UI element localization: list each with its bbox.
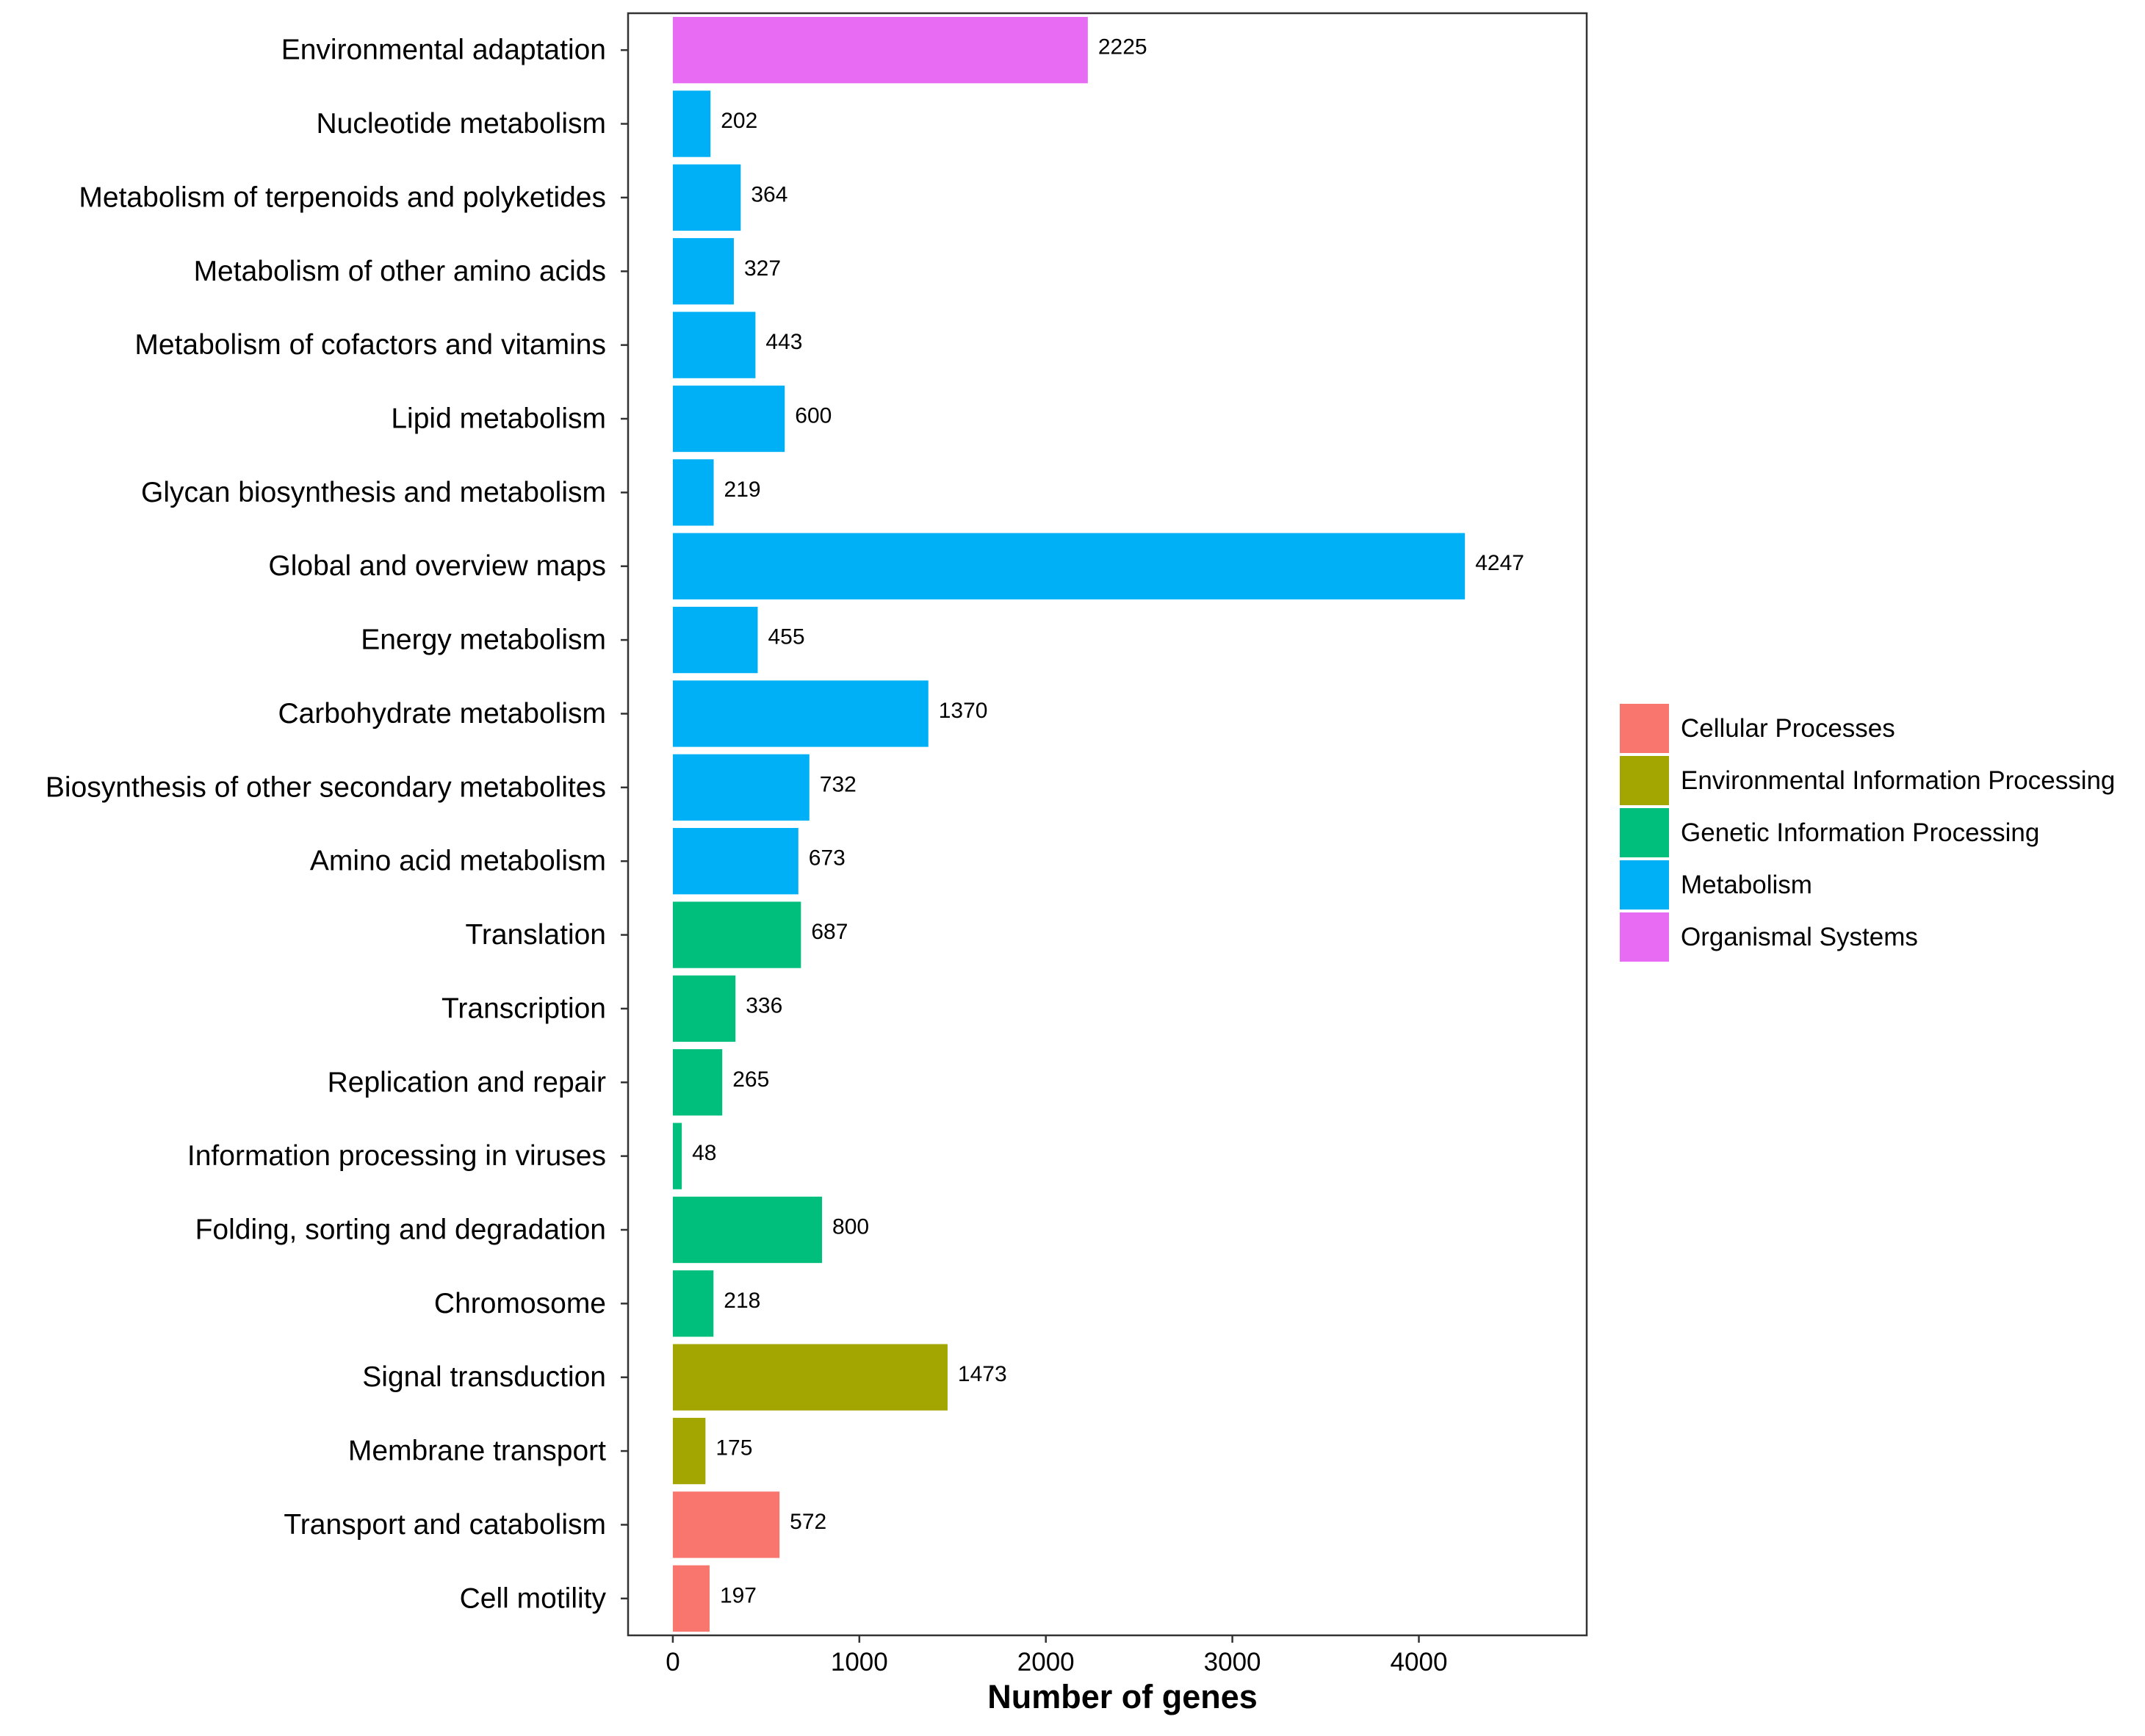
category-label-carbohydrate-metabolism: Carbohydrate metabolism	[278, 698, 606, 730]
bar-translation	[672, 901, 801, 968]
bar-metabolism-of-terpenoids-and-polyketides	[672, 164, 741, 231]
bar-signal-transduction	[672, 1344, 948, 1411]
category-label-glycan-biosynthesis-and-metabolism: Glycan biosynthesis and metabolism	[141, 477, 606, 508]
value-label-transcription: 336	[746, 993, 782, 1018]
bar-metabolism-of-other-amino-acids	[672, 238, 734, 305]
bar-amino-acid-metabolism	[672, 828, 798, 895]
plot-panel-border	[627, 12, 1588, 1637]
x-axis-title: Number of genes	[987, 1678, 1258, 1715]
value-label-amino-acid-metabolism: 673	[809, 846, 846, 871]
category-label-folding-sorting-and-degradation: Folding, sorting and degradation	[195, 1214, 606, 1246]
category-label-replication-and-repair: Replication and repair	[328, 1067, 606, 1098]
category-label-translation: Translation	[466, 919, 606, 951]
value-label-chromosome: 218	[724, 1289, 760, 1313]
value-label-replication-and-repair: 265	[732, 1067, 769, 1092]
x-axis: 0 1000 2000 3000 4000	[666, 1635, 1447, 1676]
legend-label-genetic-information-processing: Genetic Information Processing	[1681, 818, 2039, 847]
bar-carbohydrate-metabolism	[672, 680, 929, 747]
x-tick-label-4000: 4000	[1391, 1648, 1448, 1676]
value-label-information-processing-in-viruses: 48	[692, 1141, 716, 1165]
category-label-biosynthesis-of-other-secondary-metabolites: Biosynthesis of other secondary metaboli…	[46, 771, 606, 803]
value-label-metabolism-of-terpenoids-and-polyketides: 364	[751, 182, 787, 206]
legend-label-metabolism: Metabolism	[1681, 871, 1812, 899]
value-label-biosynthesis-of-other-secondary-metabolites: 732	[820, 772, 857, 796]
value-label-global-and-overview-maps: 4247	[1475, 551, 1524, 575]
legend: Cellular Processes Environmental Informat…	[1620, 704, 2115, 962]
value-label-signal-transduction: 1473	[958, 1362, 1007, 1386]
category-label-lipid-metabolism: Lipid metabolism	[391, 403, 606, 435]
bar-glycan-biosynthesis-and-metabolism	[672, 459, 714, 526]
bar-energy-metabolism	[672, 606, 758, 674]
category-label-cell-motility: Cell motility	[460, 1582, 607, 1614]
category-label-amino-acid-metabolism: Amino acid metabolism	[310, 846, 606, 877]
legend-key-organismal-systems	[1620, 912, 1669, 962]
value-label-glycan-biosynthesis-and-metabolism: 219	[724, 478, 761, 502]
category-label-chromosome: Chromosome	[434, 1288, 606, 1319]
category-label-metabolism-of-terpenoids-and-polyketides: Metabolism of terpenoids and polyketides	[79, 181, 606, 213]
legend-key-cellular-processes	[1620, 704, 1669, 753]
category-label-transcription: Transcription	[441, 993, 606, 1024]
x-tick-label-1000: 1000	[831, 1648, 888, 1676]
bar-global-and-overview-maps	[672, 533, 1466, 599]
x-tick-label-0: 0	[666, 1648, 679, 1676]
value-label-cell-motility: 197	[720, 1583, 757, 1607]
category-labels: Environmental adaptation Nucleotide metab…	[46, 35, 628, 1614]
category-label-metabolism-of-other-amino-acids: Metabolism of other amino acids	[194, 256, 606, 287]
legend-label-cellular-processes: Cellular Processes	[1681, 714, 1895, 743]
bars	[672, 17, 1466, 1632]
bar-metabolism-of-cofactors-and-vitamins	[672, 311, 756, 378]
value-label-energy-metabolism: 455	[768, 625, 804, 649]
legend-key-metabolism	[1620, 860, 1669, 910]
bar-information-processing-in-viruses	[672, 1123, 682, 1189]
category-label-metabolism-of-cofactors-and-vitamins: Metabolism of cofactors and vitamins	[134, 329, 606, 361]
bar-chromosome	[672, 1270, 714, 1337]
value-label-transport-and-catabolism: 572	[790, 1510, 826, 1534]
bar-replication-and-repair	[672, 1049, 723, 1116]
bar-cell-motility	[672, 1565, 710, 1632]
bar-transport-and-catabolism	[672, 1491, 780, 1558]
bar-folding-sorting-and-degradation	[672, 1196, 823, 1264]
value-labels: 2225 202 364 327 443 600 219 4247 455 1370 732 673 6…	[692, 35, 1524, 1608]
bar-environmental-adaptation	[672, 17, 1088, 84]
bar-transcription	[672, 975, 736, 1042]
category-label-environmental-adaptation: Environmental adaptation	[281, 35, 606, 66]
category-label-nucleotide-metabolism: Nucleotide metabolism	[316, 108, 606, 140]
legend-key-genetic-information-processing	[1620, 808, 1669, 857]
legend-key-environmental-information-processing	[1620, 756, 1669, 805]
category-label-energy-metabolism: Energy metabolism	[361, 624, 606, 656]
category-label-information-processing-in-viruses: Information processing in viruses	[187, 1140, 606, 1172]
value-label-metabolism-of-other-amino-acids: 327	[744, 256, 781, 281]
value-label-metabolism-of-cofactors-and-vitamins: 443	[765, 330, 802, 354]
value-label-translation: 687	[811, 920, 848, 944]
category-label-membrane-transport: Membrane transport	[348, 1436, 606, 1467]
category-label-signal-transduction: Signal transduction	[362, 1361, 606, 1393]
x-tick-label-3000: 3000	[1204, 1648, 1261, 1676]
value-label-nucleotide-metabolism: 202	[721, 109, 757, 133]
value-label-lipid-metabolism: 600	[795, 404, 832, 428]
bar-nucleotide-metabolism	[672, 90, 711, 157]
legend-label-organismal-systems: Organismal Systems	[1681, 923, 1918, 951]
value-label-environmental-adaptation: 2225	[1098, 35, 1147, 60]
value-label-carbohydrate-metabolism: 1370	[939, 699, 988, 723]
bar-membrane-transport	[672, 1417, 706, 1485]
legend-label-environmental-information-processing: Environmental Information Processing	[1681, 766, 2115, 795]
category-label-transport-and-catabolism: Transport and catabolism	[284, 1509, 606, 1541]
bar-lipid-metabolism	[672, 385, 785, 453]
category-label-global-and-overview-maps: Global and overview maps	[268, 550, 606, 582]
bar-biosynthesis-of-other-secondary-metabolites	[672, 754, 810, 821]
x-tick-label-2000: 2000	[1017, 1648, 1075, 1676]
value-label-folding-sorting-and-degradation: 800	[832, 1215, 869, 1239]
value-label-membrane-transport: 175	[715, 1436, 752, 1461]
